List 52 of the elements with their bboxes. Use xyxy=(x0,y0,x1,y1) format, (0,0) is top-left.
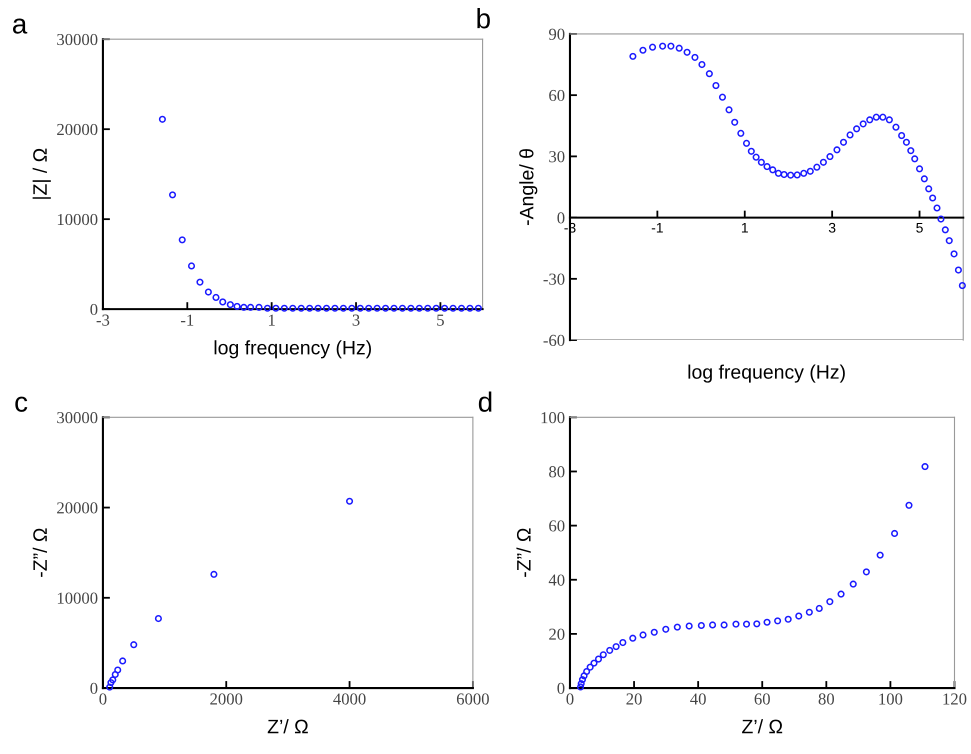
y-tick-label: 0 xyxy=(90,682,98,694)
chart-title: b xyxy=(477,8,490,28)
y-tick-label: -30 xyxy=(544,274,564,285)
x-axis-title: Z’/ Ω xyxy=(268,719,308,734)
x-tick-label: 1 xyxy=(268,314,275,326)
chart-title: d xyxy=(478,391,492,412)
y-tick-label: 0 xyxy=(557,212,564,224)
x-tick-label: 5 xyxy=(916,222,923,233)
x-axis-title: Z’/ Ω xyxy=(742,719,782,734)
x-tick-label: 40 xyxy=(690,693,706,705)
y-tick-label: -60 xyxy=(544,334,564,346)
chart-title: a xyxy=(12,18,28,34)
x-tick-label: 100 xyxy=(879,693,902,705)
chart-title: c xyxy=(15,396,28,412)
y-tick-label: 0 xyxy=(90,304,98,316)
x-tick-label: 3 xyxy=(828,222,836,233)
x-tick-label: 0 xyxy=(99,693,106,705)
x-tick-label: 60 xyxy=(754,693,770,705)
y-tick-label: 30000 xyxy=(57,34,98,46)
x-tick-label: 4000 xyxy=(333,693,366,705)
y-axis-title: -Angle/ θ xyxy=(519,149,538,226)
x-tick-label: 1 xyxy=(742,222,748,233)
y-axis-title: -Z”/ Ω xyxy=(516,528,531,577)
y-axis-title: |Z| / Ω xyxy=(32,148,51,199)
y-tick-label: 60 xyxy=(549,520,564,532)
x-axis-title: log frequency (Hz) xyxy=(688,364,845,383)
x-tick-label: 120 xyxy=(943,693,966,705)
y-tick-label: 10000 xyxy=(58,214,98,226)
y-tick-label: 30 xyxy=(549,151,564,162)
y-tick-label: 80 xyxy=(549,466,564,478)
y-tick-label: 20000 xyxy=(57,124,98,136)
x-tick-label: -3 xyxy=(96,314,110,326)
x-axis-title: log frequency (Hz) xyxy=(214,340,371,358)
y-tick-label: 40 xyxy=(548,574,564,586)
x-tick-label: 0 xyxy=(566,693,574,705)
y-tick-label: 60 xyxy=(549,90,564,102)
y-tick-label: 10000 xyxy=(58,592,98,604)
x-tick-label: 3 xyxy=(352,314,360,326)
x-tick-label: 80 xyxy=(818,693,834,705)
y-tick-label: 20 xyxy=(549,628,564,640)
x-tick-label: 2000 xyxy=(210,693,242,705)
x-tick-label: 6000 xyxy=(456,693,489,705)
y-axis-title: -Z”/ Ω xyxy=(32,528,47,577)
x-tick-label: 5 xyxy=(437,314,444,326)
y-tick-label: 90 xyxy=(548,28,564,40)
y-tick-label: 20000 xyxy=(57,502,98,514)
y-tick-label: 0 xyxy=(557,682,564,694)
y-tick-label: 30000 xyxy=(57,412,98,424)
x-tick-label: -1 xyxy=(180,314,194,326)
x-tick-label: 20 xyxy=(626,693,642,705)
x-tick-label: -1 xyxy=(652,222,663,233)
y-tick-label: 100 xyxy=(542,412,564,424)
